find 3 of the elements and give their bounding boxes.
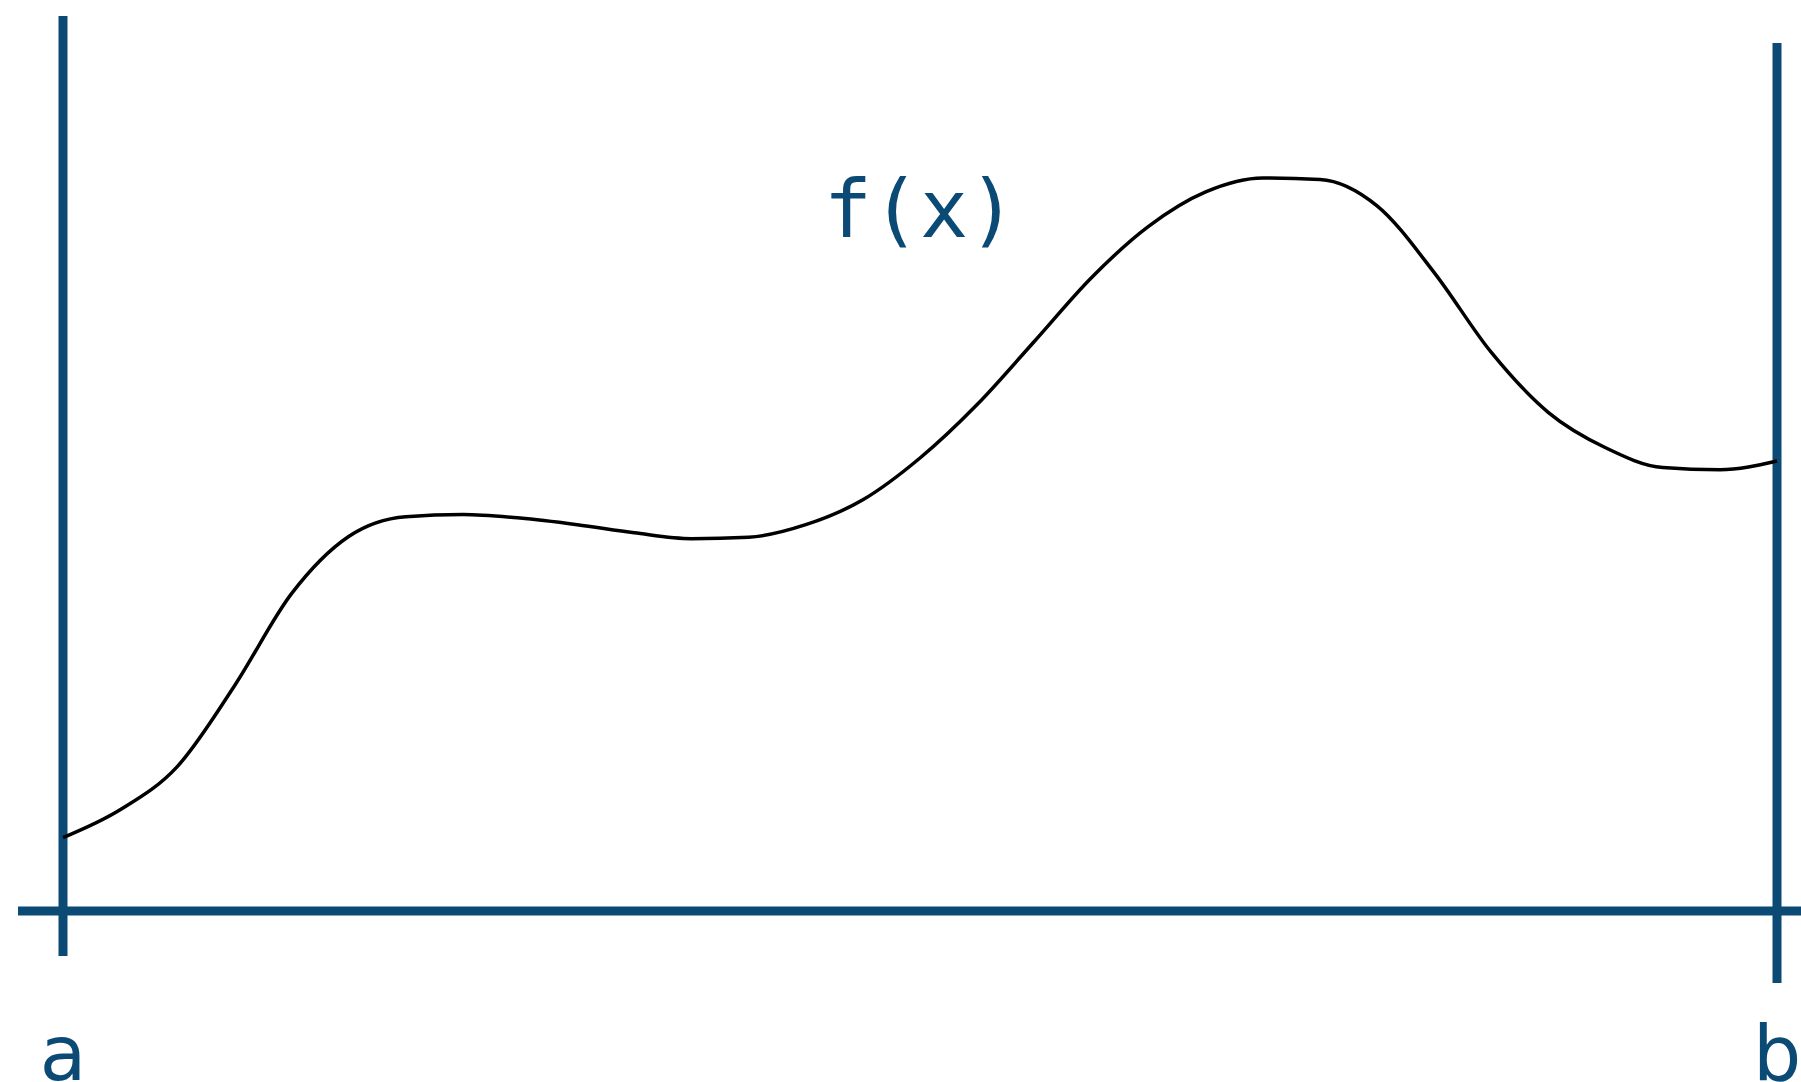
x-tick-label: b — [1752, 1009, 1801, 1082]
series-label: f(x) — [823, 162, 1017, 256]
x-tick-label: a — [39, 1009, 87, 1082]
